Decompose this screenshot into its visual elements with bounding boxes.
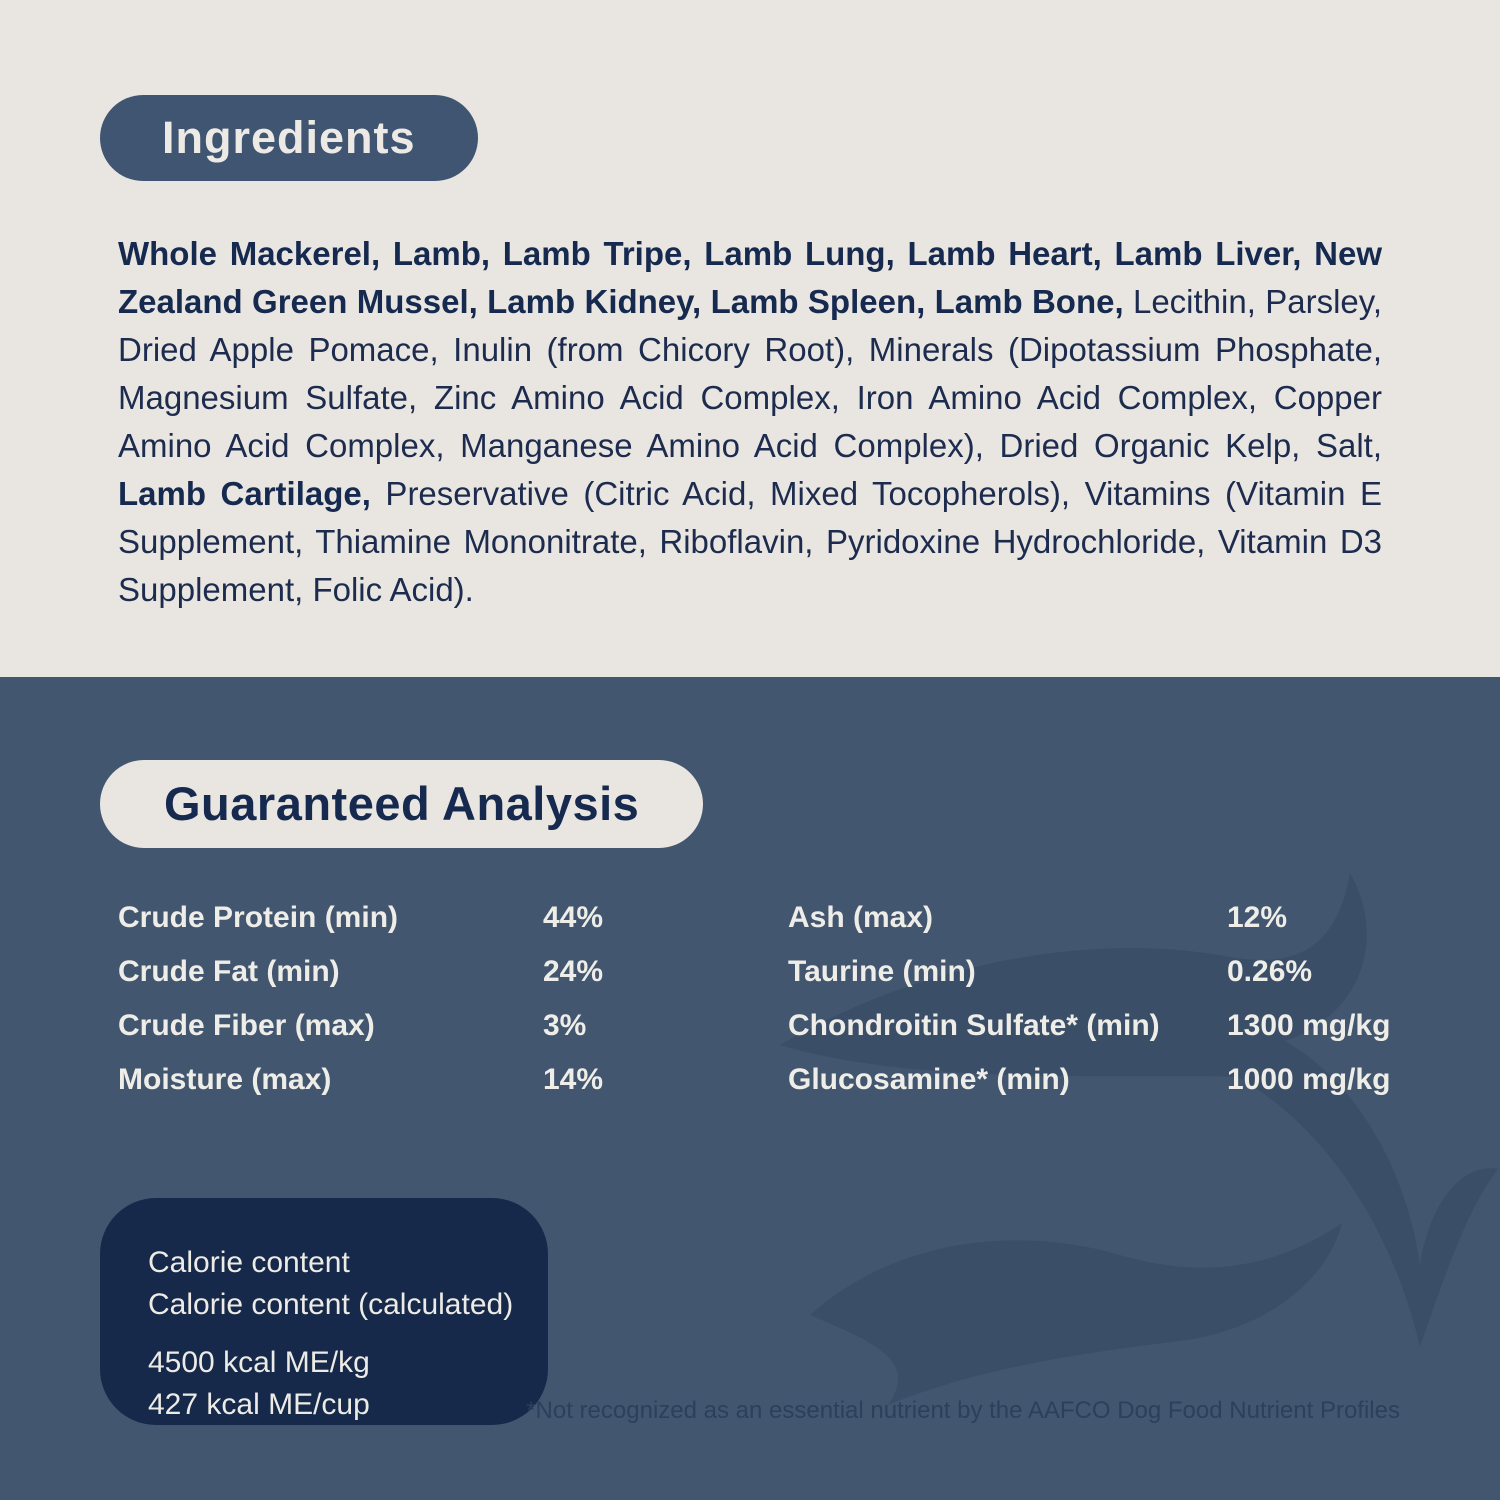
guaranteed-analysis-heading-label: Guaranteed Analysis — [164, 777, 640, 830]
analysis-row-taurine: Taurine (min) 0.26% — [788, 957, 1448, 987]
calorie-content-values: 4500 kcal ME/kg 427 kcal ME/cup — [148, 1342, 548, 1426]
analysis-row-crude-protein: Crude Protein (min) 44% — [118, 903, 758, 933]
calorie-content-titles: Calorie content Calorie content (calcula… — [148, 1242, 548, 1326]
analysis-row-crude-fat: Crude Fat (min) 24% — [118, 957, 758, 987]
analysis-row-ash: Ash (max) 12% — [788, 903, 1448, 933]
analysis-row-crude-fiber: Crude Fiber (max) 3% — [118, 1011, 758, 1041]
ingredients-heading-label: Ingredients — [162, 112, 416, 163]
analysis-left-column: Crude Protein (min) 44% Crude Fat (min) … — [118, 903, 758, 1119]
ingredients-list: Whole Mackerel, Lamb, Lamb Tripe, Lamb L… — [118, 230, 1382, 614]
ingredients-vitamins-segment: Preservative (Citric Acid, Mixed Tocophe… — [118, 475, 1383, 608]
guaranteed-analysis-section: Guaranteed Analysis Crude Protein (min) … — [0, 677, 1500, 1500]
analysis-right-column: Ash (max) 12% Taurine (min) 0.26% Chondr… — [788, 903, 1448, 1119]
analysis-row-glucosamine: Glucosamine* (min) 1000 mg/kg — [788, 1065, 1448, 1095]
analysis-value: 3% — [543, 1009, 587, 1042]
ingredients-heading: Ingredients — [100, 95, 478, 181]
analysis-row-chondroitin: Chondroitin Sulfate* (min) 1300 mg/kg — [788, 1011, 1448, 1041]
analysis-label: Chondroitin Sulfate* (min) — [788, 1009, 1160, 1042]
analysis-label: Glucosamine* (min) — [788, 1063, 1070, 1096]
analysis-label: Ash (max) — [788, 901, 934, 934]
calorie-kcal-per-kg: 4500 kcal ME/kg — [148, 1346, 370, 1379]
analysis-value: 1000 mg/kg — [1227, 1063, 1391, 1096]
analysis-value: 12% — [1227, 901, 1288, 934]
wave-swirl-watermark — [780, 873, 1498, 1405]
calorie-content-subtitle: Calorie content (calculated) — [148, 1288, 514, 1321]
aafco-footnote: *Not recognized as an essential nutrient… — [526, 1397, 1400, 1424]
calorie-kcal-per-cup: 427 kcal ME/cup — [148, 1388, 370, 1421]
ingredients-primary-segment: Whole Mackerel, Lamb, Lamb Tripe, Lamb L… — [118, 235, 1382, 320]
guaranteed-analysis-heading: Guaranteed Analysis — [100, 760, 704, 848]
analysis-label: Crude Fiber (max) — [118, 1009, 375, 1042]
ingredients-cartilage-segment: Lamb Cartilage, — [118, 475, 371, 512]
calorie-content-title: Calorie content — [148, 1246, 350, 1279]
ingredients-secondary-segment: Lecithin, Parsley, Dried Apple Pomace, I… — [118, 283, 1382, 464]
analysis-value: 24% — [543, 955, 604, 988]
analysis-value: 14% — [543, 1063, 604, 1096]
analysis-label: Moisture (max) — [118, 1063, 332, 1096]
ingredients-section: Ingredients Whole Mackerel, Lamb, Lamb T… — [0, 0, 1500, 677]
analysis-label: Taurine (min) — [788, 955, 976, 988]
analysis-value: 44% — [543, 901, 604, 934]
analysis-value: 1300 mg/kg — [1227, 1009, 1391, 1042]
analysis-label: Crude Protein (min) — [118, 901, 399, 934]
analysis-row-moisture: Moisture (max) 14% — [118, 1065, 758, 1095]
analysis-value: 0.26% — [1227, 955, 1313, 988]
calorie-content-box: Calorie content Calorie content (calcula… — [100, 1198, 548, 1425]
analysis-label: Crude Fat (min) — [118, 955, 340, 988]
